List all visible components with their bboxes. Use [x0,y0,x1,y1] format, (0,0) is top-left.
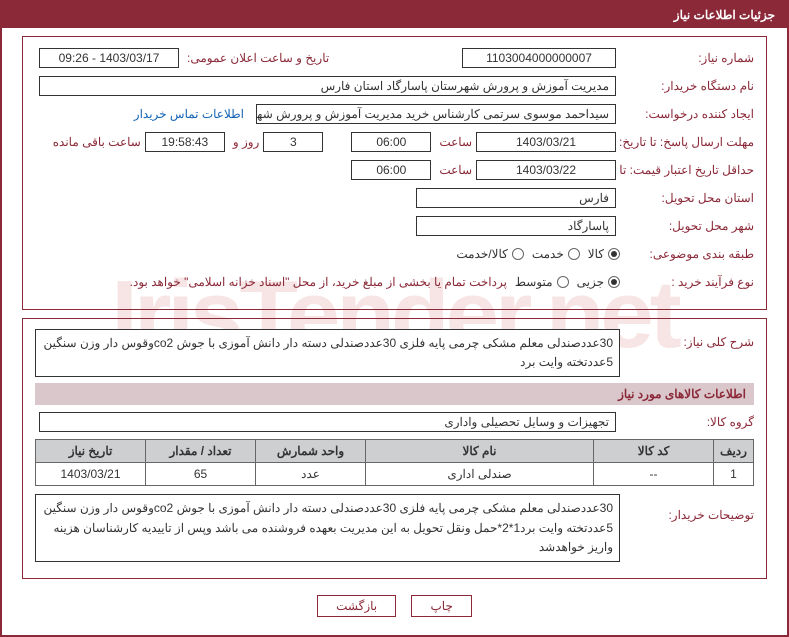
td-qty: 65 [146,463,256,486]
page-container: جزئیات اطلاعات نیاز شماره نیاز: 11030040… [0,0,789,637]
radio-jozi[interactable]: جزیی [577,275,620,289]
buyer-notes-text: 30عددصندلی معلم مشکی چرمی پایه فلزی 30عد… [35,494,620,562]
city-label: شهر محل تحویل: [624,219,754,233]
summary-text: 30عددصندلی معلم مشکی چرمی پایه فلزی 30عد… [35,329,620,377]
td-name: صندلی اداری [366,463,594,486]
goods-table: ردیف کد کالا نام کالا واحد شمارش تعداد /… [35,439,754,486]
deadline-countdown: 19:58:43 [145,132,225,152]
deadline-days: 3 [263,132,323,152]
province-value: فارس [416,188,616,208]
deadline-label: مهلت ارسال پاسخ: تا تاریخ: [624,135,754,149]
radio-label: کالا [588,247,604,261]
td-date: 1403/03/21 [36,463,146,486]
process-type-label: نوع فرآیند خرید : [624,275,754,289]
announce-dt-value: 1403/03/17 - 09:26 [39,48,179,68]
subject-class-label: طبقه بندی موضوعی: [624,247,754,261]
goods-section-title: اطلاعات کالاهای مورد نیاز [35,383,754,405]
radio-kala-khedmat[interactable]: کالا/خدمت [456,247,523,261]
th-unit: واحد شمارش [256,440,366,463]
radio-label: خدمت [532,247,564,261]
requester-value: سیداحمد موسوی سرتمی کارشناس خرید مدیریت … [256,104,616,124]
min-validity-label: حداقل تاریخ اعتبار قیمت: تا تاریخ: [624,163,754,177]
process-type-note: پرداخت تمام یا بخشی از مبلغ خرید، از محل… [130,275,507,289]
deadline-remain: ساعت باقی مانده [53,135,141,149]
buyer-org-label: نام دستگاه خریدار: [624,79,754,93]
requester-label: ایجاد کننده درخواست: [624,107,754,121]
radio-icon [568,248,580,260]
need-no-label: شماره نیاز: [624,51,754,65]
back-button[interactable]: بازگشت [317,595,396,617]
print-button[interactable]: چاپ [411,595,471,617]
need-no-value: 1103004000000007 [462,48,616,68]
buyer-org-value: مدیریت آموزش و پرورش شهرستان پاسارگاد اس… [39,76,616,96]
min-validity-time-label: ساعت [439,163,472,177]
details-section: شرح کلی نیاز: 30عددصندلی معلم مشکی چرمی … [22,318,767,579]
subject-class-radios: کالا خدمت کالا/خدمت [456,247,620,261]
radio-label: کالا/خدمت [456,247,507,261]
td-unit: عدد [256,463,366,486]
radio-icon [608,276,620,288]
actions-bar: چاپ بازگشت [22,587,767,631]
radio-icon [557,276,569,288]
radio-icon [608,248,620,260]
th-date: تاریخ نیاز [36,440,146,463]
deadline-time: 06:00 [351,132,431,152]
goods-group-value: تجهیزات و وسایل تحصیلی واداری [39,412,616,432]
min-validity-time: 06:00 [351,160,431,180]
announce-dt-label: تاریخ و ساعت اعلان عمومی: [187,51,329,65]
deadline-and: روز و [233,135,260,149]
main-info-section: شماره نیاز: 1103004000000007 تاریخ و ساع… [22,36,767,310]
radio-icon [512,248,524,260]
min-validity-date: 1403/03/22 [476,160,616,180]
deadline-time-label: ساعت [439,135,472,149]
th-qty: تعداد / مقدار [146,440,256,463]
radio-label: متوسط [515,275,553,289]
th-name: نام کالا [366,440,594,463]
radio-khedmat[interactable]: خدمت [532,247,580,261]
goods-group-label: گروه کالا: [624,415,754,429]
deadline-date: 1403/03/21 [476,132,616,152]
contact-link[interactable]: اطلاعات تماس خریدار [134,107,244,121]
th-idx: ردیف [714,440,754,463]
table-row: 1 -- صندلی اداری عدد 65 1403/03/21 [36,463,754,486]
td-code: -- [594,463,714,486]
page-title: جزئیات اطلاعات نیاز [2,2,787,28]
radio-motevaset[interactable]: متوسط [515,275,569,289]
city-value: پاسارگاد [416,216,616,236]
table-header-row: ردیف کد کالا نام کالا واحد شمارش تعداد /… [36,440,754,463]
process-type-radios: جزیی متوسط [515,275,620,289]
summary-label: شرح کلی نیاز: [624,329,754,349]
province-label: استان محل تحویل: [624,191,754,205]
th-code: کد کالا [594,440,714,463]
td-idx: 1 [714,463,754,486]
radio-label: جزیی [577,275,604,289]
buyer-notes-label: توضیحات خریدار: [624,494,754,522]
radio-kala[interactable]: کالا [588,247,620,261]
